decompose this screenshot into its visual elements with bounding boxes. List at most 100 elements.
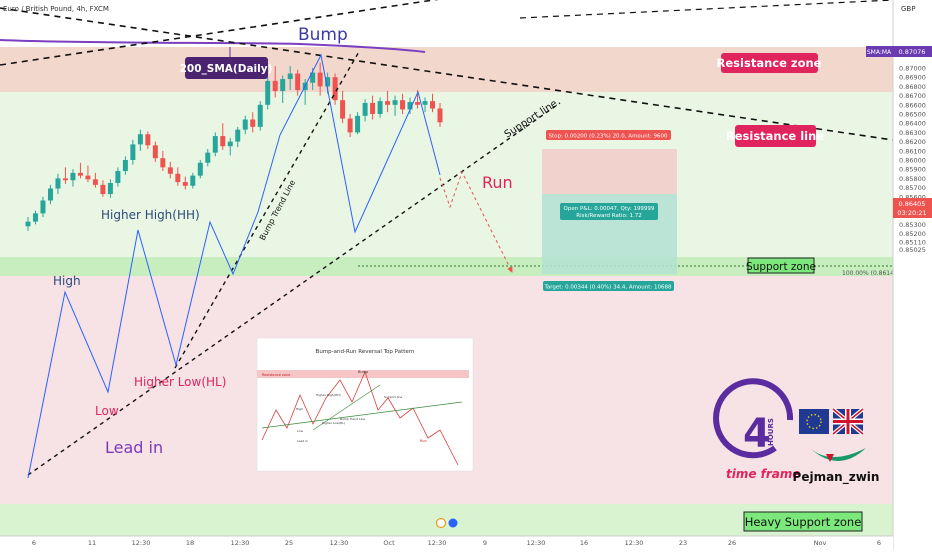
- author-chevron: [826, 454, 834, 462]
- eu-flag: [799, 409, 829, 434]
- y-tick-label: 0.85110: [899, 238, 926, 246]
- event-icon-1[interactable]: [435, 517, 447, 529]
- x-tick-label: 12:30: [330, 539, 349, 547]
- candle: [250, 112, 256, 133]
- candle-body: [287, 73, 293, 80]
- candle: [32, 210, 38, 225]
- candle-body: [190, 175, 196, 186]
- candle: [47, 184, 53, 205]
- candle: [347, 114, 353, 137]
- y-tick-label: 0.86000: [899, 157, 926, 165]
- x-tick-label: 9: [483, 539, 487, 547]
- candle-body: [257, 104, 263, 127]
- candle-body: [212, 136, 218, 153]
- candle: [160, 150, 166, 172]
- logo-word: HOURS: [767, 418, 775, 446]
- candle-body: [355, 115, 361, 133]
- candle-body: [145, 134, 151, 146]
- candle-body: [55, 178, 61, 189]
- x-tick-label: 6: [877, 539, 881, 547]
- y-tick-label: 0.86800: [899, 83, 926, 91]
- last-price: 0.86405: [899, 200, 926, 208]
- y-tick-label: 0.86500: [899, 111, 926, 119]
- candle: [362, 99, 368, 122]
- author-name: Pejman_zwin: [793, 470, 880, 485]
- candle-body: [362, 102, 368, 116]
- inset-high-label: High: [296, 407, 303, 411]
- inset-resistance-label: Resistance zone: [262, 373, 290, 377]
- candle: [265, 77, 271, 110]
- x-tick-label: 12:30: [527, 539, 546, 547]
- position-tool-labels: Stop: 0.00200 (0.23%) 20.0, Amount: 9600…: [543, 130, 674, 291]
- logo-ring: [713, 378, 794, 459]
- candle: [227, 137, 233, 156]
- sma-tag-name: SMA:MA: [867, 49, 892, 56]
- candle: [107, 179, 113, 198]
- y-tick-label: 0.85200: [899, 230, 926, 238]
- candle-body: [115, 171, 121, 183]
- candle: [257, 101, 263, 131]
- x-tick-label: 12:30: [625, 539, 644, 547]
- sma-tag-value-box: [893, 46, 932, 57]
- candle-body: [235, 129, 241, 142]
- sma-tag-name-box: [866, 46, 893, 57]
- candle-body: [332, 77, 338, 101]
- run-label: Run: [482, 173, 513, 192]
- heavy-support-zone-box: [743, 511, 863, 532]
- eu-stars: [806, 413, 822, 430]
- candle-body: [265, 80, 271, 105]
- target-label-text: Target: 0.00344 (0.40%) 34.4, Amount: 10…: [543, 285, 672, 291]
- candle: [332, 73, 338, 105]
- candle: [295, 69, 301, 96]
- resistance-zone-box: [721, 53, 818, 73]
- candle-body: [197, 162, 203, 176]
- last-price-box: [893, 198, 932, 218]
- x-tick-label: 6: [32, 539, 36, 547]
- candle-body: [295, 73, 301, 91]
- candle: [182, 176, 188, 190]
- candle: [205, 148, 211, 167]
- pattern-lines: [0, 0, 894, 479]
- candle-body: [430, 101, 436, 109]
- event-icon-2[interactable]: [448, 518, 458, 528]
- y-tick-label: 0.85700: [899, 184, 926, 192]
- y-tick-label: 0.85600: [899, 193, 926, 201]
- y-tick-label: 0.85900: [899, 166, 926, 174]
- countdown: 03:20:21: [897, 209, 926, 217]
- candle-body: [250, 119, 256, 127]
- sma-line: [0, 39, 426, 53]
- uk-flag: [831, 407, 865, 436]
- candle: [280, 75, 286, 103]
- resistance-zone-text: Resistance zone: [717, 56, 822, 70]
- candle-body: [152, 145, 158, 159]
- candle-body: [437, 108, 443, 123]
- y-tick-label: 0.86100: [899, 147, 926, 155]
- candle: [370, 95, 376, 120]
- candle-body: [137, 134, 143, 145]
- bump-trend-line: [174, 49, 361, 369]
- sma-callout-text: 200_SMA(Daily): [180, 63, 273, 75]
- y-tick-label: 0.86600: [899, 101, 926, 109]
- candle-body: [400, 100, 406, 110]
- stop-label-box: [546, 130, 671, 140]
- inset-support-label: Support line: [384, 395, 402, 399]
- x-tick-label: 16: [580, 539, 588, 547]
- candle: [317, 62, 323, 96]
- candle-body: [242, 119, 248, 130]
- candle: [197, 160, 203, 179]
- higher-low-label: Higher Low(HL): [134, 375, 226, 389]
- candle-body: [310, 72, 316, 83]
- candle: [55, 173, 61, 195]
- candle-body: [340, 100, 346, 119]
- candle: [242, 115, 248, 135]
- candle: [115, 167, 121, 187]
- resistance-line-upper: [0, 7, 894, 141]
- top-right-line: [519, 0, 894, 19]
- candle: [377, 97, 383, 118]
- candle: [437, 102, 443, 127]
- candle-body: [347, 118, 353, 133]
- inset-run-label: Run: [420, 439, 427, 443]
- candle: [145, 131, 151, 149]
- candle-body: [25, 221, 31, 227]
